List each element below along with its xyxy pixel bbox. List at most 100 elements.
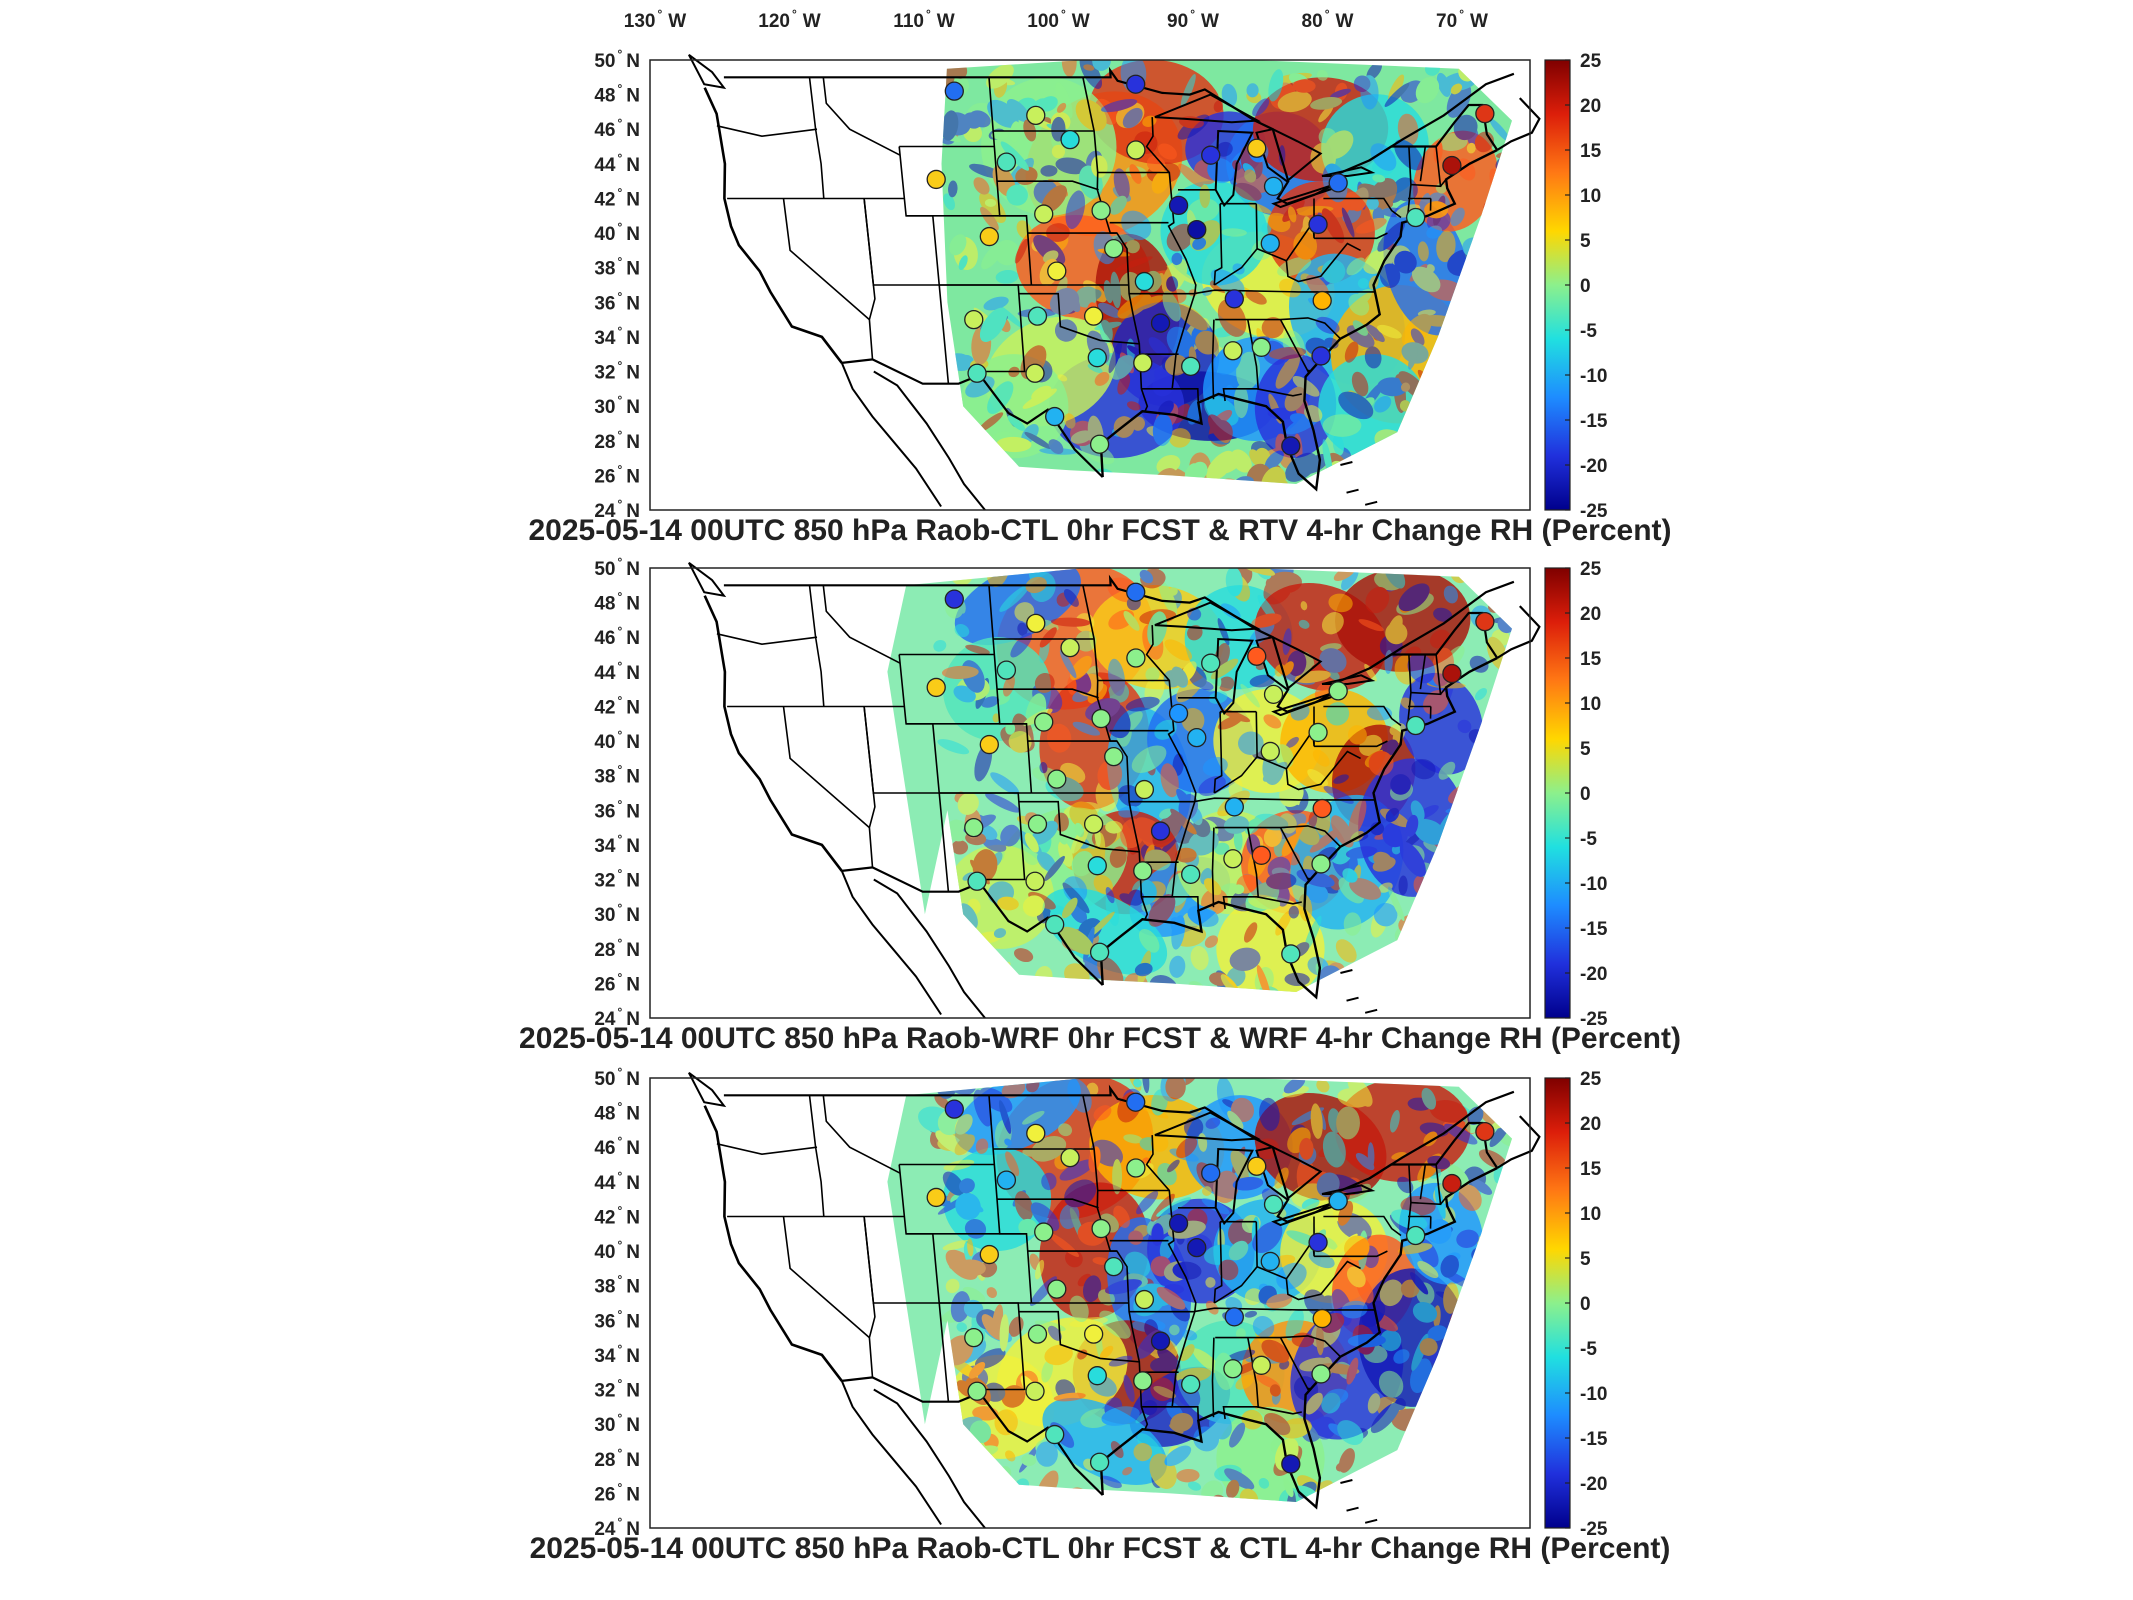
raob-marker-dtx	[1263, 176, 1284, 196]
raob-marker-lbf	[1034, 712, 1054, 732]
raob-marker-ffc	[1251, 337, 1271, 357]
raob-marker-grb	[1201, 145, 1221, 165]
lat-tick-label: 36 ° N	[594, 289, 640, 314]
raob-marker-maf	[1025, 871, 1045, 891]
raob-marker-ddc	[1047, 769, 1067, 789]
raob-marker-ama	[1027, 814, 1048, 834]
colorbar-tick-label: 25	[1580, 51, 1602, 72]
raob-marker-fwd	[1087, 348, 1107, 368]
colorbar-tick-label: 15	[1580, 141, 1602, 162]
colorbar-tick-label: 15	[1580, 649, 1602, 670]
colorbar-tick-label: -20	[1580, 1474, 1607, 1495]
lat-tick-label: 24 ° N	[594, 1005, 640, 1030]
colorbar-tick-label: 25	[1580, 559, 1602, 580]
raob-marker-tbw	[1281, 1454, 1301, 1474]
raob-marker-jan	[1181, 356, 1201, 376]
lon-tick-label: 130 ° W	[624, 7, 687, 32]
lat-tick-label: 44 ° N	[594, 1169, 640, 1194]
lat-tick-label: 50 ° N	[594, 1065, 640, 1090]
raob-marker-pit	[1308, 1232, 1328, 1253]
colorbar-tick-label: -5	[1580, 321, 1597, 342]
colorbar-tick-label: -5	[1580, 1339, 1597, 1360]
raob-marker-gyx	[1442, 1173, 1462, 1194]
lat-tick-label: 26 ° N	[594, 1480, 640, 1505]
raob-marker-car	[1475, 1122, 1495, 1142]
lat-tick-label: 30 ° N	[594, 901, 640, 926]
raob-marker-apx	[1247, 646, 1267, 666]
raob-marker-oax	[1091, 1218, 1111, 1239]
raob-marker-shv	[1133, 1371, 1153, 1391]
raob-marker-dtx	[1263, 1194, 1284, 1214]
lat-tick-label: 44 ° N	[594, 659, 640, 684]
raob-marker-dnr	[979, 226, 999, 247]
lat-tick-label: 42 ° N	[594, 185, 640, 210]
lat-tick-label: 34 ° N	[594, 324, 640, 349]
raob-marker-apx	[1247, 138, 1267, 158]
raob-marker-bna	[1224, 1307, 1244, 1327]
raob-marker-bmx	[1223, 1359, 1243, 1379]
raob-marker-abq	[964, 817, 984, 838]
raob-marker-drt	[1045, 406, 1065, 427]
colorbar-tick-label: -10	[1580, 874, 1607, 895]
lat-tick-label: 32 ° N	[594, 359, 640, 384]
colorbar-tick-label: -15	[1580, 1429, 1608, 1450]
raob-marker-buf	[1328, 681, 1348, 701]
raob-marker-gso	[1312, 290, 1332, 311]
raob-marker-mpx	[1126, 1158, 1146, 1178]
raob-marker-crp	[1089, 1452, 1110, 1472]
raob-marker-fwd	[1087, 1366, 1107, 1386]
raob-marker-buf	[1328, 1191, 1348, 1211]
lat-tick-label: 40 ° N	[594, 220, 640, 245]
raob-marker-lbf	[1034, 204, 1054, 224]
raob-marker-bis	[1026, 613, 1046, 634]
raob-marker-crp	[1089, 942, 1110, 962]
raob-marker-bis	[1026, 105, 1046, 126]
colorbar-tick-label: -25	[1580, 1519, 1608, 1540]
raob-marker-okx	[1406, 1225, 1426, 1246]
colorbar-tick-label: 0	[1580, 276, 1591, 297]
raob-marker-top	[1104, 239, 1124, 259]
colorbar-tick-label: -25	[1580, 1009, 1608, 1030]
lat-tick-label: 26 ° N	[594, 970, 640, 995]
raob-marker-rap	[996, 660, 1017, 680]
raob-marker-chs	[1311, 1364, 1331, 1384]
lat-tick-label: 38 ° N	[594, 1273, 640, 1298]
lat-tick-label: 36 ° N	[594, 797, 640, 822]
lon-tick-label: 90 ° W	[1167, 7, 1219, 32]
raob-marker-bmx	[1223, 341, 1243, 361]
raob-marker-riw	[926, 1187, 946, 1208]
raob-marker-dvn	[1168, 703, 1189, 724]
colorbar-tick-label: 5	[1580, 1249, 1591, 1270]
raob-marker-abr	[1060, 129, 1080, 150]
raob-marker-riw	[926, 677, 946, 698]
raob-marker-maf	[1025, 1381, 1045, 1401]
rh-field-cell	[1399, 672, 1484, 775]
raob-marker-gyx	[1442, 663, 1462, 684]
colorbar-tick-label: -10	[1580, 1384, 1607, 1405]
raob-marker-drt	[1045, 914, 1065, 935]
lat-tick-label: 50 ° N	[594, 555, 640, 580]
raob-marker-buf	[1328, 173, 1348, 193]
raob-marker-crp	[1089, 434, 1110, 454]
colorbar-tick-label: -10	[1580, 366, 1607, 387]
raob-marker-mpx	[1126, 648, 1146, 668]
colorbar-tick-label: 0	[1580, 784, 1591, 805]
lat-tick-label: 26 ° N	[594, 462, 640, 487]
colorbar-tick-label: -15	[1580, 919, 1608, 940]
panel-title: 2025-05-14 00UTC 850 hPa Raob-CTL 0hr FC…	[530, 1532, 1671, 1565]
lat-tick-label: 40 ° N	[594, 728, 640, 753]
raob-marker-ffc	[1251, 845, 1271, 865]
lat-tick-label: 24 ° N	[594, 497, 640, 522]
raob-marker-dnr	[979, 1244, 999, 1265]
colorbar-tick-label: -15	[1580, 411, 1608, 432]
raob-marker-shv	[1133, 861, 1153, 881]
lat-tick-label: 48 ° N	[594, 590, 640, 615]
raob-marker-okx	[1406, 207, 1426, 228]
lat-tick-label: 50 ° N	[594, 47, 640, 72]
lat-tick-label: 38 ° N	[594, 255, 640, 280]
raob-marker-ffc	[1251, 1355, 1271, 1375]
raob-marker-ilx	[1187, 727, 1207, 748]
lat-tick-label: 46 ° N	[594, 1134, 640, 1159]
raob-marker-rap	[996, 1170, 1017, 1190]
